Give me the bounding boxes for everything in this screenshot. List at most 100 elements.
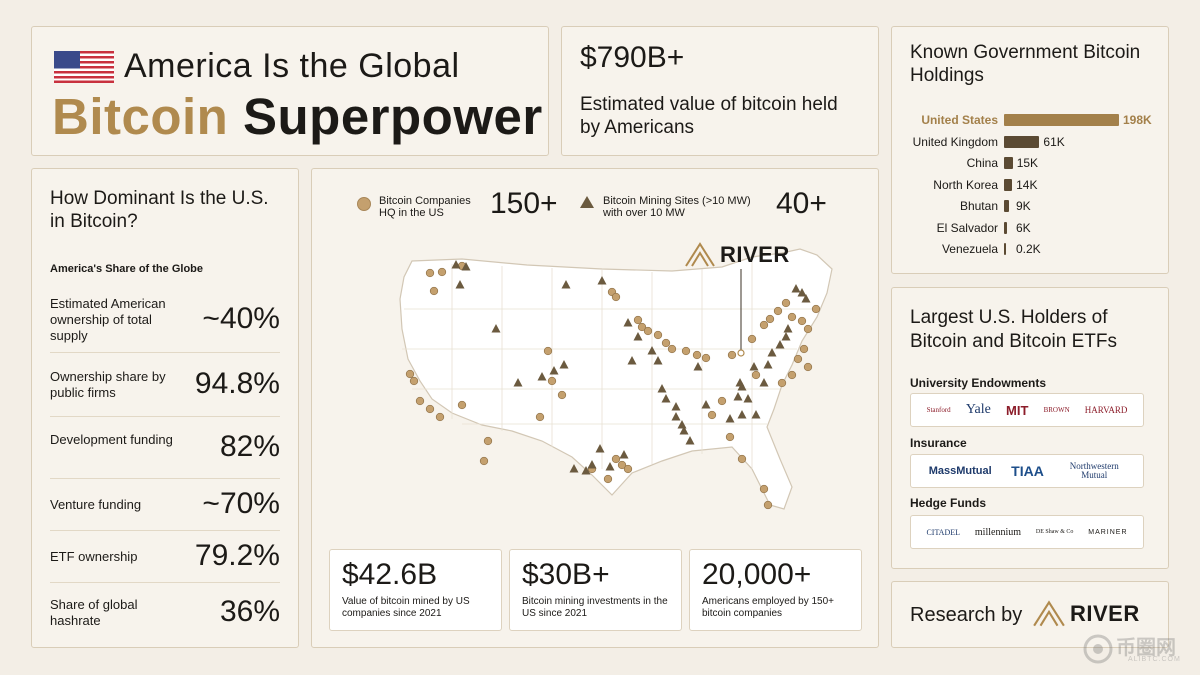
us-flag-icon [54,51,114,83]
dominance-label: Development funding [50,432,173,447]
legend-mining-line-1: Bitcoin Mining Sites (>10 MW) [603,195,751,207]
stanford-logo: Stanford [926,406,951,414]
legend-companies-value: 150+ [490,187,558,220]
dominance-label: Estimated American ownership of total su… [50,296,166,343]
mining-site-marker [647,346,657,355]
brown-logo: BROWN [1043,406,1070,414]
company-marker [637,322,647,332]
government-holdings-title: Known Government Bitcoin Holdings [910,42,1141,86]
company-marker [483,436,493,446]
holding-value-label: 61K [1043,134,1065,149]
holding-bar [1004,200,1010,212]
holding-bar [1004,135,1040,148]
government-holdings-panel: Known Government Bitcoin Holdings United… [891,26,1169,274]
mining-site-marker [569,464,579,473]
company-markers [405,261,821,510]
research-river-logo: RIVER [1032,600,1140,628]
company-marker [751,370,761,380]
company-marker [653,330,663,340]
dominance-label: ETF ownership [50,549,138,564]
holding-bar [1004,221,1008,234]
tiaa-logo: TIAA [1011,463,1044,479]
company-marker [765,314,775,324]
us-map-panel: Bitcoin Companies HQ in the US 150+ Bitc… [311,168,879,648]
legend-companies-line-1: Bitcoin Companies [379,195,471,207]
state-borders [402,261,812,469]
largest-holders-title: Largest U.S. Holders of Bitcoin and Bitc… [910,307,1117,352]
company-marker [701,353,711,363]
dominance-label: Venture funding [50,497,142,512]
company-marker [787,312,797,322]
company-marker [803,362,813,372]
mining-site-marker [587,460,597,469]
massmutual-logo: MassMutual [928,465,992,477]
mining-site-marker [737,382,747,391]
company-marker [405,369,415,379]
stat-caption: Value of bitcoin mined by US companies s… [342,596,470,619]
mining-site-marker [791,284,801,293]
mining-site-marker [561,280,571,289]
mining-site-marker [595,444,605,453]
de-shaw-logo: DE Shaw & Co [1035,529,1074,535]
holding-value-label: 6K [1016,220,1031,235]
company-marker [543,346,553,356]
company-marker [781,298,791,308]
company-marker [667,344,677,354]
company-marker [633,315,643,325]
mining-site-marker [685,436,695,445]
harvard-logo: HARVARD [1084,405,1128,415]
mining-site-marker [633,332,643,341]
government-holdings-row: Venezuela 0.2K [892,240,1170,258]
dominance-label: Ownership share by public firms [50,369,166,400]
mining-site-markers [451,260,811,475]
mining-site-marker [733,392,743,401]
government-holdings-row: United Kingdom 61K [892,133,1170,151]
company-marker [435,412,445,422]
dominance-value: 36% [219,595,280,628]
headline-value-panel: $790B+ Estimated value of bitcoin held b… [561,26,879,156]
millennium-logo: millennium [974,526,1021,538]
legend-mining-label: Bitcoin Mining Sites (>10 MW) with over … [603,195,751,219]
legend-mining-line-2: with over 10 MW [603,207,685,219]
research-by-panel: Research by RIVER [891,581,1169,648]
mining-site-marker [701,400,711,409]
mit-logo: MIT [1006,402,1029,418]
hedge-funds-label: Hedge Funds [910,496,987,510]
mining-site-marker [749,362,759,371]
stat-box-employment: 20,000+ Americans employed by 150+ bitco… [689,549,862,631]
title-line-2: Bitcoin Superpower [52,87,543,146]
insurance-logos: MassMutual TIAA Northwestern Mutual [910,454,1144,488]
mining-site-marker [461,262,471,271]
stat-caption: Bitcoin mining investments in the US sin… [522,596,668,619]
holding-value-label: 0.2K [1016,242,1041,256]
legend-companies-label: Bitcoin Companies HQ in the US [379,195,471,219]
dominance-value: 79.2% [194,539,280,572]
company-marker [773,306,783,316]
mining-site-marker [801,294,811,303]
mining-site-marker [759,378,769,387]
mining-site-marker [783,324,793,333]
mining-site-marker [559,360,569,369]
holding-bar [1004,157,1013,169]
mining-site-marker [775,340,785,349]
holding-value-label: 9K [1016,199,1031,213]
company-marker [737,454,747,464]
dominance-row: Venture funding ~70% [50,479,280,531]
holding-value-label: 198K [1123,113,1152,127]
mining-site-marker [581,466,591,475]
insurance-label: Insurance [910,436,967,450]
dominance-subtitle: America's Share of the Globe [50,263,203,275]
stat-value: $42.6B [342,558,438,591]
watermark-text: 币圈网 [1116,637,1176,659]
holding-bar [1004,178,1013,191]
company-marker [623,464,633,474]
university-logos: Stanford Yale MIT BROWN HARVARD [910,393,1144,427]
mining-site-marker [657,384,667,393]
company-marker [425,268,435,278]
stat-box-mining-investment: $30B+ Bitcoin mining investments in the … [509,549,682,631]
company-marker [692,350,702,360]
mariner-logo: MARINER [1088,528,1128,536]
company-marker [661,338,671,348]
company-marker [725,432,735,442]
legend-mining-value: 40+ [776,187,827,220]
